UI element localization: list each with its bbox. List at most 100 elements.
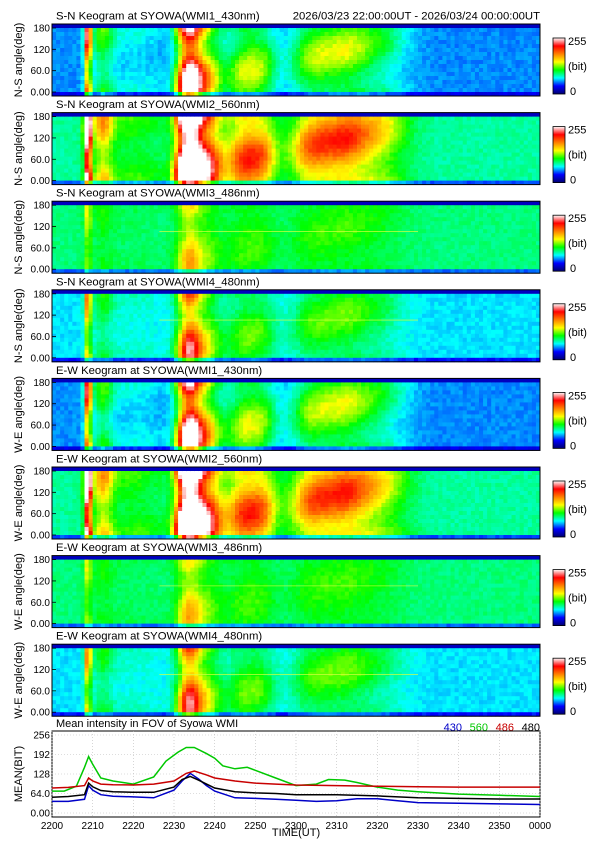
keogram-ylabel: N-S angle(deg) [13,289,25,364]
keogram-title: S-N Keogram at SYOWA(WMI4_480nm) [56,276,260,288]
keogram-image [52,378,540,450]
keogram-ytick-label: 120 [33,133,50,144]
colorbar [553,127,565,183]
keogram-ytick-label: 120 [33,399,50,410]
keogram-ylabel: N-S angle(deg) [13,111,25,186]
colorbar-max-label: 255 [568,656,586,668]
keogram-panel: E-W Keogram at SYOWA(WMI1_430nm) 180 120 60… [13,365,587,453]
colorbar-unit-label: (bit) [568,61,587,73]
keogram-ytick-label: 0.00 [31,265,51,276]
x-tick-label: 0000 [529,821,552,832]
colorbar-min-label: 0 [570,86,576,98]
mean-intensity-chart: Mean intensity in FOV of Syowa WMI 48048… [13,718,552,839]
colorbar [553,658,565,714]
keogram-title: E-W Keogram at SYOWA(WMI4_480nm) [56,631,262,643]
colorbar-max-label: 255 [568,568,586,580]
keogram-panels: S-N Keogram at SYOWA(WMI1_430nm) 180 120 60… [13,11,587,719]
keogram-ylabel: W-E angle(deg) [13,642,25,719]
x-tick-label: 2310 [326,821,349,832]
keogram-ytick-label: 180 [33,24,50,35]
keogram-ytick-label: 180 [33,112,50,123]
colorbar-max-label: 255 [568,36,586,48]
keogram-ytick-label: 180 [33,289,50,300]
colorbar-max-label: 255 [568,125,586,137]
keogram-image [52,467,540,539]
x-tick-label: 2250 [244,821,267,832]
colorbar-unit-label: (bit) [568,327,587,339]
colorbar [553,215,565,271]
keogram-ytick-label: 180 [33,467,50,478]
keogram-ytick-label: 60.0 [31,243,51,254]
keogram-ylabel: W-E angle(deg) [13,553,25,630]
keogram-ytick-label: 120 [33,222,50,233]
y-tick-label: 192 [33,750,50,761]
keogram-ytick-label: 120 [33,576,50,587]
keogram-ytick-label: 120 [33,488,50,499]
keogram-image [52,201,540,273]
keogram-image [52,290,540,362]
keogram-ytick-label: 180 [33,201,50,212]
keogram-ytick-label: 0.00 [31,353,51,364]
x-tick-label: 2210 [82,821,105,832]
y-tick-label: 256 [33,731,50,742]
keogram-image [52,644,540,716]
keogram-ytick-label: 0.00 [31,531,51,542]
x-tick-label: 2340 [448,821,471,832]
keogram-ytick-label: 0.00 [31,619,51,630]
keogram-title: E-W Keogram at SYOWA(WMI1_430nm) [56,365,262,377]
y-tick-label: 0.00 [31,809,51,820]
keogram-image [52,113,540,185]
keogram-panel: E-W Keogram at SYOWA(WMI2_560nm) 180 120 60… [13,454,587,542]
colorbar-max-label: 255 [568,390,586,402]
x-tick-label: 2320 [366,821,389,832]
colorbar-min-label: 0 [570,706,576,718]
colorbar [553,304,565,360]
keogram-ylabel: N-S angle(deg) [13,200,25,275]
colorbar-unit-label: (bit) [568,415,587,427]
x-tick-label: 2240 [204,821,227,832]
keogram-ytick-label: 60.0 [31,509,51,520]
colorbar [553,481,565,537]
keogram-ytick-label: 0.00 [31,88,51,99]
keogram-image [52,24,540,96]
colorbar [553,38,565,94]
keogram-ytick-label: 60.0 [31,421,51,432]
mean-chart-title: Mean intensity in FOV of Syowa WMI [56,718,238,730]
colorbar-max-label: 255 [568,479,586,491]
mean-chart-ylabel: MEAN(BIT) [13,746,25,802]
keogram-ytick-label: 60.0 [31,598,51,609]
keogram-title: E-W Keogram at SYOWA(WMI2_560nm) [56,454,262,466]
colorbar-min-label: 0 [570,529,576,541]
keogram-title: S-N Keogram at SYOWA(WMI3_486nm) [56,188,260,200]
mean-chart-xlabel: TIME(UT) [272,827,320,839]
colorbar-min-label: 0 [570,352,576,364]
colorbar-min-label: 0 [570,440,576,452]
colorbar-max-label: 255 [568,302,586,314]
keogram-ytick-label: 0.00 [31,442,51,453]
keogram-panel: S-N Keogram at SYOWA(WMI2_560nm)18012060… [13,99,587,187]
keogram-panel: S-N Keogram at SYOWA(WMI4_480nm) 180 120 60… [13,276,587,364]
keogram-panel: S-N Keogram at SYOWA(WMI1_430nm)18012060… [13,11,587,99]
colorbar-unit-label: (bit) [568,681,587,693]
colorbar [553,392,565,448]
x-tick-label: 2200 [41,821,64,832]
keogram-title: E-W Keogram at SYOWA(WMI3_486nm) [56,542,262,554]
keogram-ytick-label: 0.00 [31,176,51,187]
y-tick-label: 64.0 [31,789,51,800]
colorbar-max-label: 255 [568,213,586,225]
keogram-ytick-label: 180 [33,378,50,389]
keogram-ylabel: W-E angle(deg) [13,376,25,453]
colorbar-unit-label: (bit) [568,504,587,516]
keogram-ytick-label: 120 [33,311,50,322]
keogram-ytick-label: 0.00 [31,708,51,719]
keogram-title: S-N Keogram at SYOWA(WMI2_560nm) [56,99,260,111]
header-time-range: 2026/03/23 22:00:00UT - 2026/03/24 00:00… [293,11,540,23]
keogram-title: S-N Keogram at SYOWA(WMI1_430nm) [56,11,260,23]
colorbar-min-label: 0 [570,618,576,630]
keogram-ytick-label: 60.0 [31,332,51,343]
keogram-ytick-label: 60.0 [31,686,51,697]
x-tick-label: 2220 [122,821,145,832]
keogram-image [52,556,540,628]
